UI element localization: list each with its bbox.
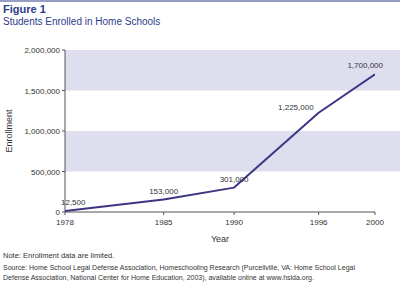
x-axis [65, 212, 375, 213]
x-tick-label: 1990 [225, 218, 243, 227]
x-tick-label: 1978 [56, 218, 74, 227]
data-label: 12,500 [61, 198, 86, 207]
data-label: 1,700,000 [347, 61, 383, 70]
data-label: 153,000 [149, 187, 178, 196]
y-tick-label: 500,000 [31, 168, 60, 177]
x-tick-label: 2000 [366, 218, 384, 227]
source: Defense Association, National Center for… [3, 274, 314, 282]
data-line [65, 74, 375, 211]
page: {"chart_data": {"type": "line", "title":… [0, 0, 400, 293]
x-tick-label: 1985 [155, 218, 173, 227]
title: Figure 1 [3, 3, 46, 15]
x-axis-label: Year [211, 234, 229, 244]
y-tick-label: 1,500,000 [24, 87, 60, 96]
y-axis [65, 50, 66, 212]
grid-band [65, 50, 400, 91]
data-label: 1,225,000 [278, 103, 314, 112]
y-tick-label: 1,000,000 [24, 127, 60, 136]
plot-area [65, 74, 375, 211]
y-tick-label: 2,000,000 [24, 46, 60, 55]
grid-band [65, 131, 400, 172]
x-tick-label: 1996 [310, 218, 328, 227]
note: Note: Enrollment data are limited. [3, 251, 114, 260]
subtitle: Students Enrolled in Home Schools [3, 16, 160, 27]
source: Source: Home School Legal Defense Associ… [3, 264, 355, 272]
chart: Figure 1Students Enrolled in Home School… [0, 0, 400, 293]
y-axis-label: Enrollment [4, 109, 14, 153]
data-label: 301,000 [220, 175, 249, 184]
header-rule [0, 1, 400, 2]
y-tick-label: 0 [56, 208, 61, 217]
